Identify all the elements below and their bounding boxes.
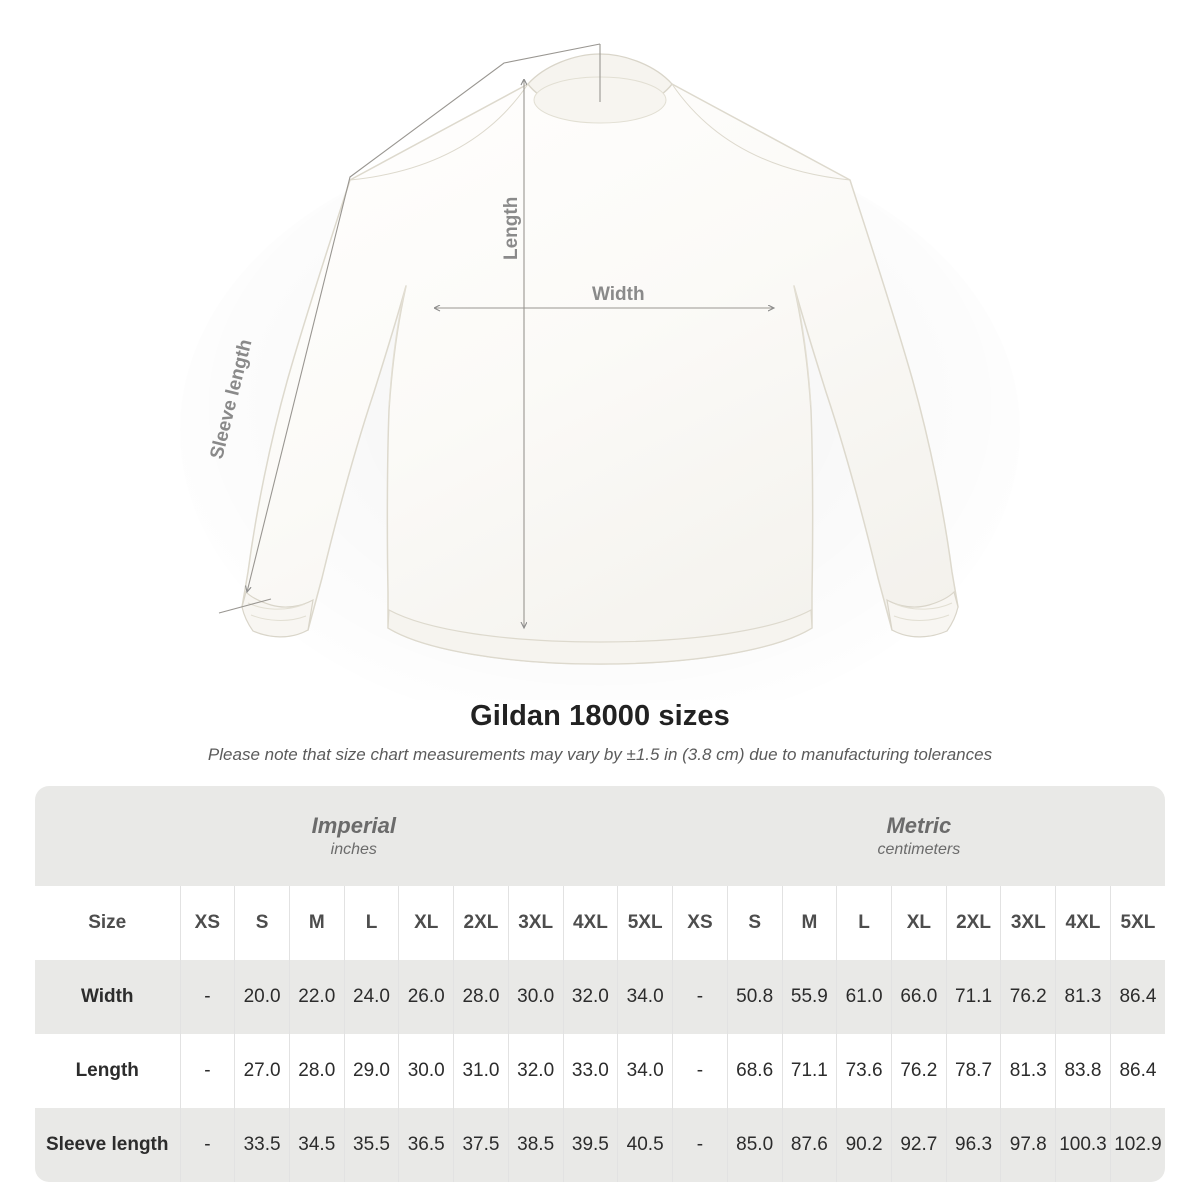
svg-text:Width: Width — [592, 284, 645, 305]
svg-text:Sleeve length: Sleeve length — [206, 337, 256, 461]
svg-text:Length: Length — [501, 197, 522, 260]
